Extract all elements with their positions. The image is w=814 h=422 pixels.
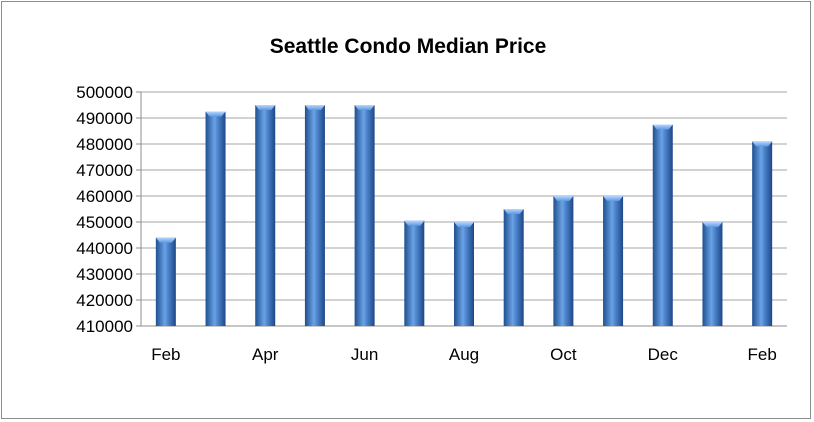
- grid-lines: [141, 91, 787, 327]
- y-tick-label: 440000: [76, 239, 133, 258]
- bar-cap: [503, 209, 524, 214]
- bar-body: [304, 105, 325, 326]
- y-tick-label: 430000: [76, 265, 133, 284]
- bar: [255, 105, 276, 326]
- bar: [205, 111, 226, 326]
- bar-body: [404, 220, 425, 326]
- bar-body: [702, 222, 723, 326]
- bar-body: [603, 196, 624, 326]
- x-tick-label: Feb: [748, 345, 777, 364]
- y-axis: 410000 420000 430000 440000 450000 460000 4700…: [76, 83, 142, 336]
- bar-body: [205, 111, 226, 326]
- bar-cap: [205, 111, 226, 117]
- chart-title: Seattle Condo Median Price: [270, 35, 547, 58]
- bar: [155, 237, 176, 326]
- bar-cap: [255, 105, 276, 110]
- bar-cap: [155, 237, 176, 243]
- y-tick-label: 460000: [76, 187, 133, 206]
- y-tick-label: 480000: [76, 135, 133, 154]
- bar: [454, 222, 474, 326]
- x-tick-label: Oct: [550, 345, 577, 364]
- bar: [603, 196, 624, 326]
- y-tick-label: 420000: [76, 291, 133, 310]
- bar-cap: [603, 196, 624, 201]
- bar-body: [454, 222, 474, 326]
- bar-body: [354, 105, 375, 326]
- bar-cap: [404, 220, 425, 226]
- y-tick-label: 410000: [76, 317, 133, 336]
- bar-body: [652, 124, 673, 326]
- y-tick-label: 500000: [76, 83, 133, 102]
- bar: [304, 105, 325, 326]
- bar-cap: [354, 105, 375, 110]
- y-tick-label: 450000: [76, 213, 133, 232]
- bar-body: [255, 105, 276, 326]
- bar-cap: [702, 222, 723, 227]
- x-tick-label: Apr: [252, 345, 279, 364]
- bar: [702, 222, 723, 326]
- bar-body: [155, 237, 176, 326]
- bar: [752, 141, 773, 326]
- bar: [652, 124, 673, 326]
- bar-cap: [652, 124, 673, 130]
- x-axis: Feb Apr Jun Aug Oct Dec Feb: [151, 345, 777, 364]
- bar-cap: [454, 222, 474, 227]
- x-tick-label: Feb: [151, 345, 180, 364]
- bar: [503, 209, 524, 326]
- bars: [155, 105, 773, 326]
- bar-body: [752, 141, 773, 326]
- y-tick-label: 470000: [76, 161, 133, 180]
- bar-body: [503, 209, 524, 326]
- x-tick-label: Jun: [351, 345, 378, 364]
- bar-cap: [304, 105, 325, 110]
- bar: [404, 220, 425, 326]
- bar-cap: [553, 196, 574, 201]
- bar: [553, 196, 574, 326]
- x-tick-label: Dec: [648, 345, 679, 364]
- x-tick-label: Aug: [449, 345, 479, 364]
- bar-cap: [752, 141, 773, 147]
- bar: [354, 105, 375, 326]
- y-tick-label: 490000: [76, 109, 133, 128]
- bar-body: [553, 196, 574, 326]
